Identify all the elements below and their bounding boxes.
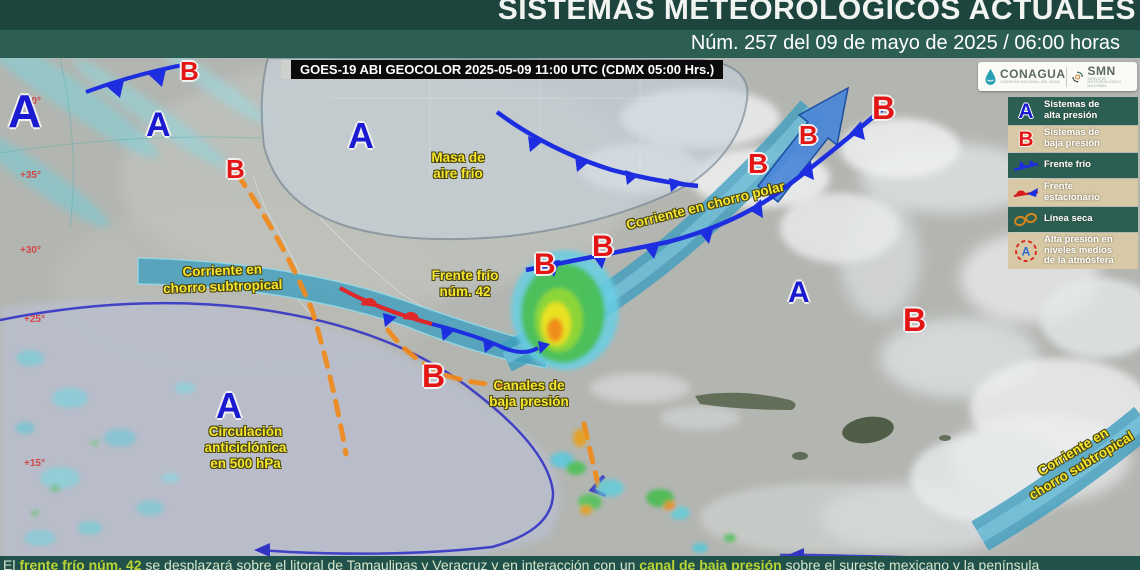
header-bar: SISTEMAS METEOROLÓGICOS ACTUALES <box>0 0 1140 30</box>
page-title: SISTEMAS METEOROLÓGICOS ACTUALES <box>497 0 1136 26</box>
annotation-masa-aire-frio: Masa de aire frío <box>431 150 485 182</box>
low-pressure-channels <box>234 171 604 499</box>
bulletin-number-date: Núm. 257 del 09 de mayo de 2025 / 06:00 … <box>690 32 1120 54</box>
map-overlay-graphics <box>0 58 1140 570</box>
conagua-tagline: COMISIÓN NACIONAL DEL AGUA <box>1000 80 1060 85</box>
circulation-arrow-west <box>254 543 270 557</box>
cold-front-northwest <box>85 62 189 98</box>
forecast-ticker-text: El frente frío núm. 42 se desplazará sob… <box>3 556 1039 570</box>
subtropical-jet-west <box>137 257 553 369</box>
latitude-label: +30° <box>20 245 41 256</box>
conagua-logo: CONAGUA COMISIÓN NACIONAL DEL AGUA <box>978 68 1066 86</box>
low-pressure-symbol: B <box>592 230 614 263</box>
low-pressure-icon: B <box>1018 127 1034 151</box>
high-pressure-symbol: A <box>348 115 374 156</box>
latitude-label: +25° <box>24 314 45 325</box>
latitude-label: +15° <box>24 458 45 469</box>
satellite-image-label: GOES-19 ABI GEOCOLOR 2025-05-09 11:00 UT… <box>291 60 724 79</box>
low-pressure-symbol: B <box>872 90 896 126</box>
ticker-segment: frente frío núm. 42 <box>19 557 142 570</box>
smn-spiral-icon <box>1072 71 1084 82</box>
stationary-front-icon <box>1008 186 1044 200</box>
cold-front-icon <box>1008 159 1044 173</box>
smn-wordmark: SMN <box>1087 63 1116 78</box>
high-pressure-icon: A <box>1018 99 1034 123</box>
latitude-label: +35° <box>20 170 41 181</box>
subtropical-jet-southeast <box>971 406 1140 551</box>
low-pressure-symbol: B <box>226 154 245 184</box>
agency-logos: CONAGUA COMISIÓN NACIONAL DEL AGUA SMN S… <box>978 62 1137 91</box>
storm-radar-echo <box>511 250 619 370</box>
southern-radar-echoes <box>550 429 736 553</box>
annotation-corriente-chorro-subtropical-oeste: Corriente en chorro subtropical <box>162 261 283 297</box>
legend-item-alta-presion-media: A Alta presión en niveles medios de la a… <box>1008 233 1138 269</box>
water-drop-icon <box>985 68 996 85</box>
legend-item-frente-estacionario: Frente estacionario <box>1008 179 1138 206</box>
ticker-segment: canal de baja presión <box>639 557 782 570</box>
smn-logo: SMN SERVICIO METEOROLÓGICO NACIONAL <box>1066 65 1137 89</box>
high-pressure-symbol: A <box>8 85 42 137</box>
polar-jet-arrow <box>756 86 850 204</box>
mid-level-high-icon: A <box>1008 238 1044 264</box>
map-legend: A Sistemas de alta presión B Sistemas de… <box>1008 97 1138 269</box>
bottom-ticker-bar: El frente frío núm. 42 se desplazará sob… <box>0 556 1140 570</box>
conagua-wordmark: CONAGUA <box>1000 67 1066 82</box>
low-pressure-symbol: B <box>903 302 927 338</box>
low-pressure-symbol: B <box>534 248 556 281</box>
satellite-label-tab <box>281 60 291 79</box>
cold-air-mass-region <box>260 58 749 241</box>
annotation-circulacion-anticiclonica: Circulación anticiclónica en 500 hPa <box>204 424 287 472</box>
legend-item-linea-seca: Línea seca <box>1008 207 1138 232</box>
dry-line-icon <box>1008 212 1044 228</box>
cold-front-north-central <box>495 110 699 192</box>
weather-map: GOES-19 ABI GEOCOLOR 2025-05-09 11:00 UT… <box>0 58 1140 570</box>
logo-divider <box>1065 66 1067 87</box>
annotation-canales-baja-presion: Canales de baja presión <box>489 378 569 410</box>
subheader-bar: Núm. 257 del 09 de mayo de 2025 / 06:00 … <box>0 30 1140 58</box>
low-pressure-symbol: B <box>422 358 446 394</box>
high-pressure-symbol: A <box>788 276 810 309</box>
latitude-label: +40° <box>20 96 41 107</box>
cold-front-42-mexico <box>339 286 550 354</box>
coastline-lines <box>0 58 720 349</box>
annotation-frente-frio-42: Frente frío núm. 42 <box>431 268 499 300</box>
high-pressure-symbol: A <box>216 385 242 426</box>
ticker-segment: sobre el sureste mexicano y la península <box>781 557 1040 570</box>
low-pressure-symbol: B <box>799 120 818 150</box>
svg-text:A: A <box>1022 245 1031 259</box>
ticker-segment: se desplazará sobre el litoral de Tamaul… <box>141 557 640 570</box>
low-pressure-symbol: B <box>748 148 769 179</box>
smn-tagline: SERVICIO METEOROLÓGICO NACIONAL <box>1087 76 1122 88</box>
legend-item-baja-presion: B Sistemas de baja presión <box>1008 126 1138 152</box>
cold-front-main <box>525 104 888 277</box>
ticker-segment: El <box>3 557 20 570</box>
legend-item-frente-frio: Frente frío <box>1008 153 1138 178</box>
high-pressure-symbol: A <box>146 106 171 144</box>
low-pressure-symbol: B <box>180 58 199 86</box>
legend-item-alta-presion: A Sistemas de alta presión <box>1008 97 1138 125</box>
